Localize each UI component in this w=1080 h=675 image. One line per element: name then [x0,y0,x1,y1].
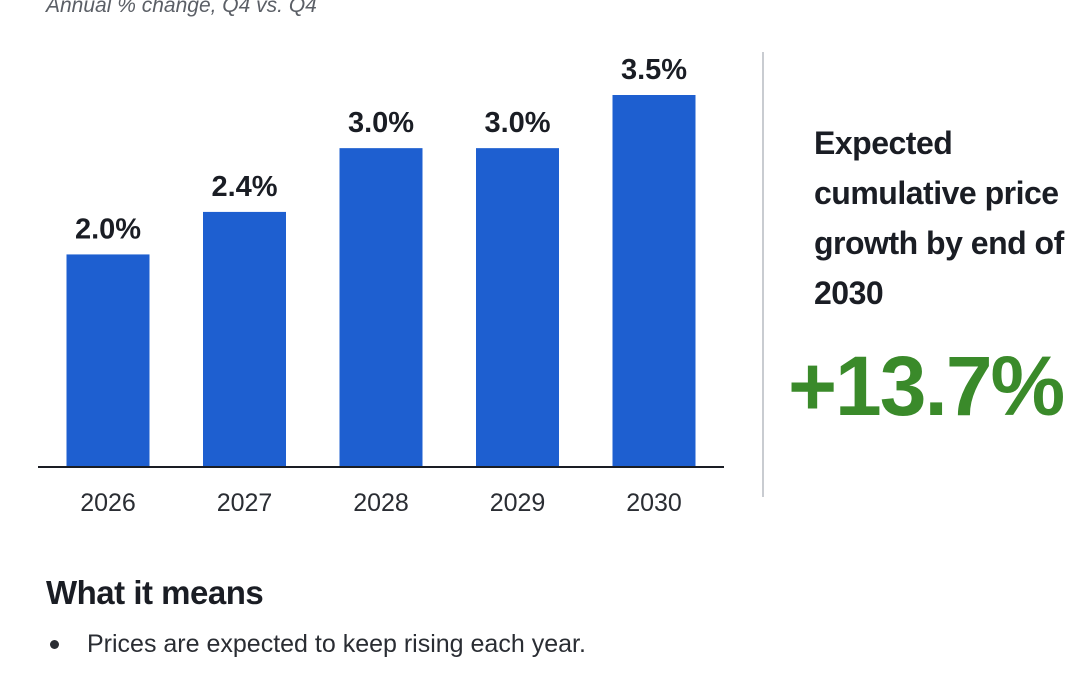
bar-2026 [66,254,150,467]
bar-chart: 2.0% 2026 2.4% 2027 3.0% 2028 3.0% 2029 3.5% 2030 [38,54,724,517]
bar-2028 [339,148,423,467]
data-label-2026: 2.0% [75,213,141,245]
callout-label: Expected cumulative price growth by end … [814,125,1064,311]
what-it-means-heading: What it means [46,574,264,611]
data-label-2030: 3.5% [621,54,687,86]
callout-value: +13.7% [788,339,1065,433]
bar-2029 [476,148,559,467]
bar-2030 [612,95,696,467]
data-label-2028: 3.0% [348,107,414,139]
what-it-means-list: Prices are expected to keep rising each … [46,630,586,659]
x-tick-label-2027: 2027 [217,489,273,517]
bar-2027 [203,211,286,467]
data-label-2027: 2.4% [211,171,277,203]
bullet-icon [50,640,59,649]
x-tick-label-2030: 2030 [626,489,682,517]
x-tick-label-2026: 2026 [80,489,136,517]
divider [762,52,764,497]
x-tick-label-2028: 2028 [353,489,409,517]
chart-subtitle: Annual % change, Q4 vs. Q4 [46,0,317,17]
x-tick-label-2029: 2029 [490,489,546,517]
data-label-2029: 3.0% [484,107,550,139]
list-item-text: Prices are expected to keep rising each … [87,630,586,658]
list-item: Prices are expected to keep rising each … [46,630,586,659]
